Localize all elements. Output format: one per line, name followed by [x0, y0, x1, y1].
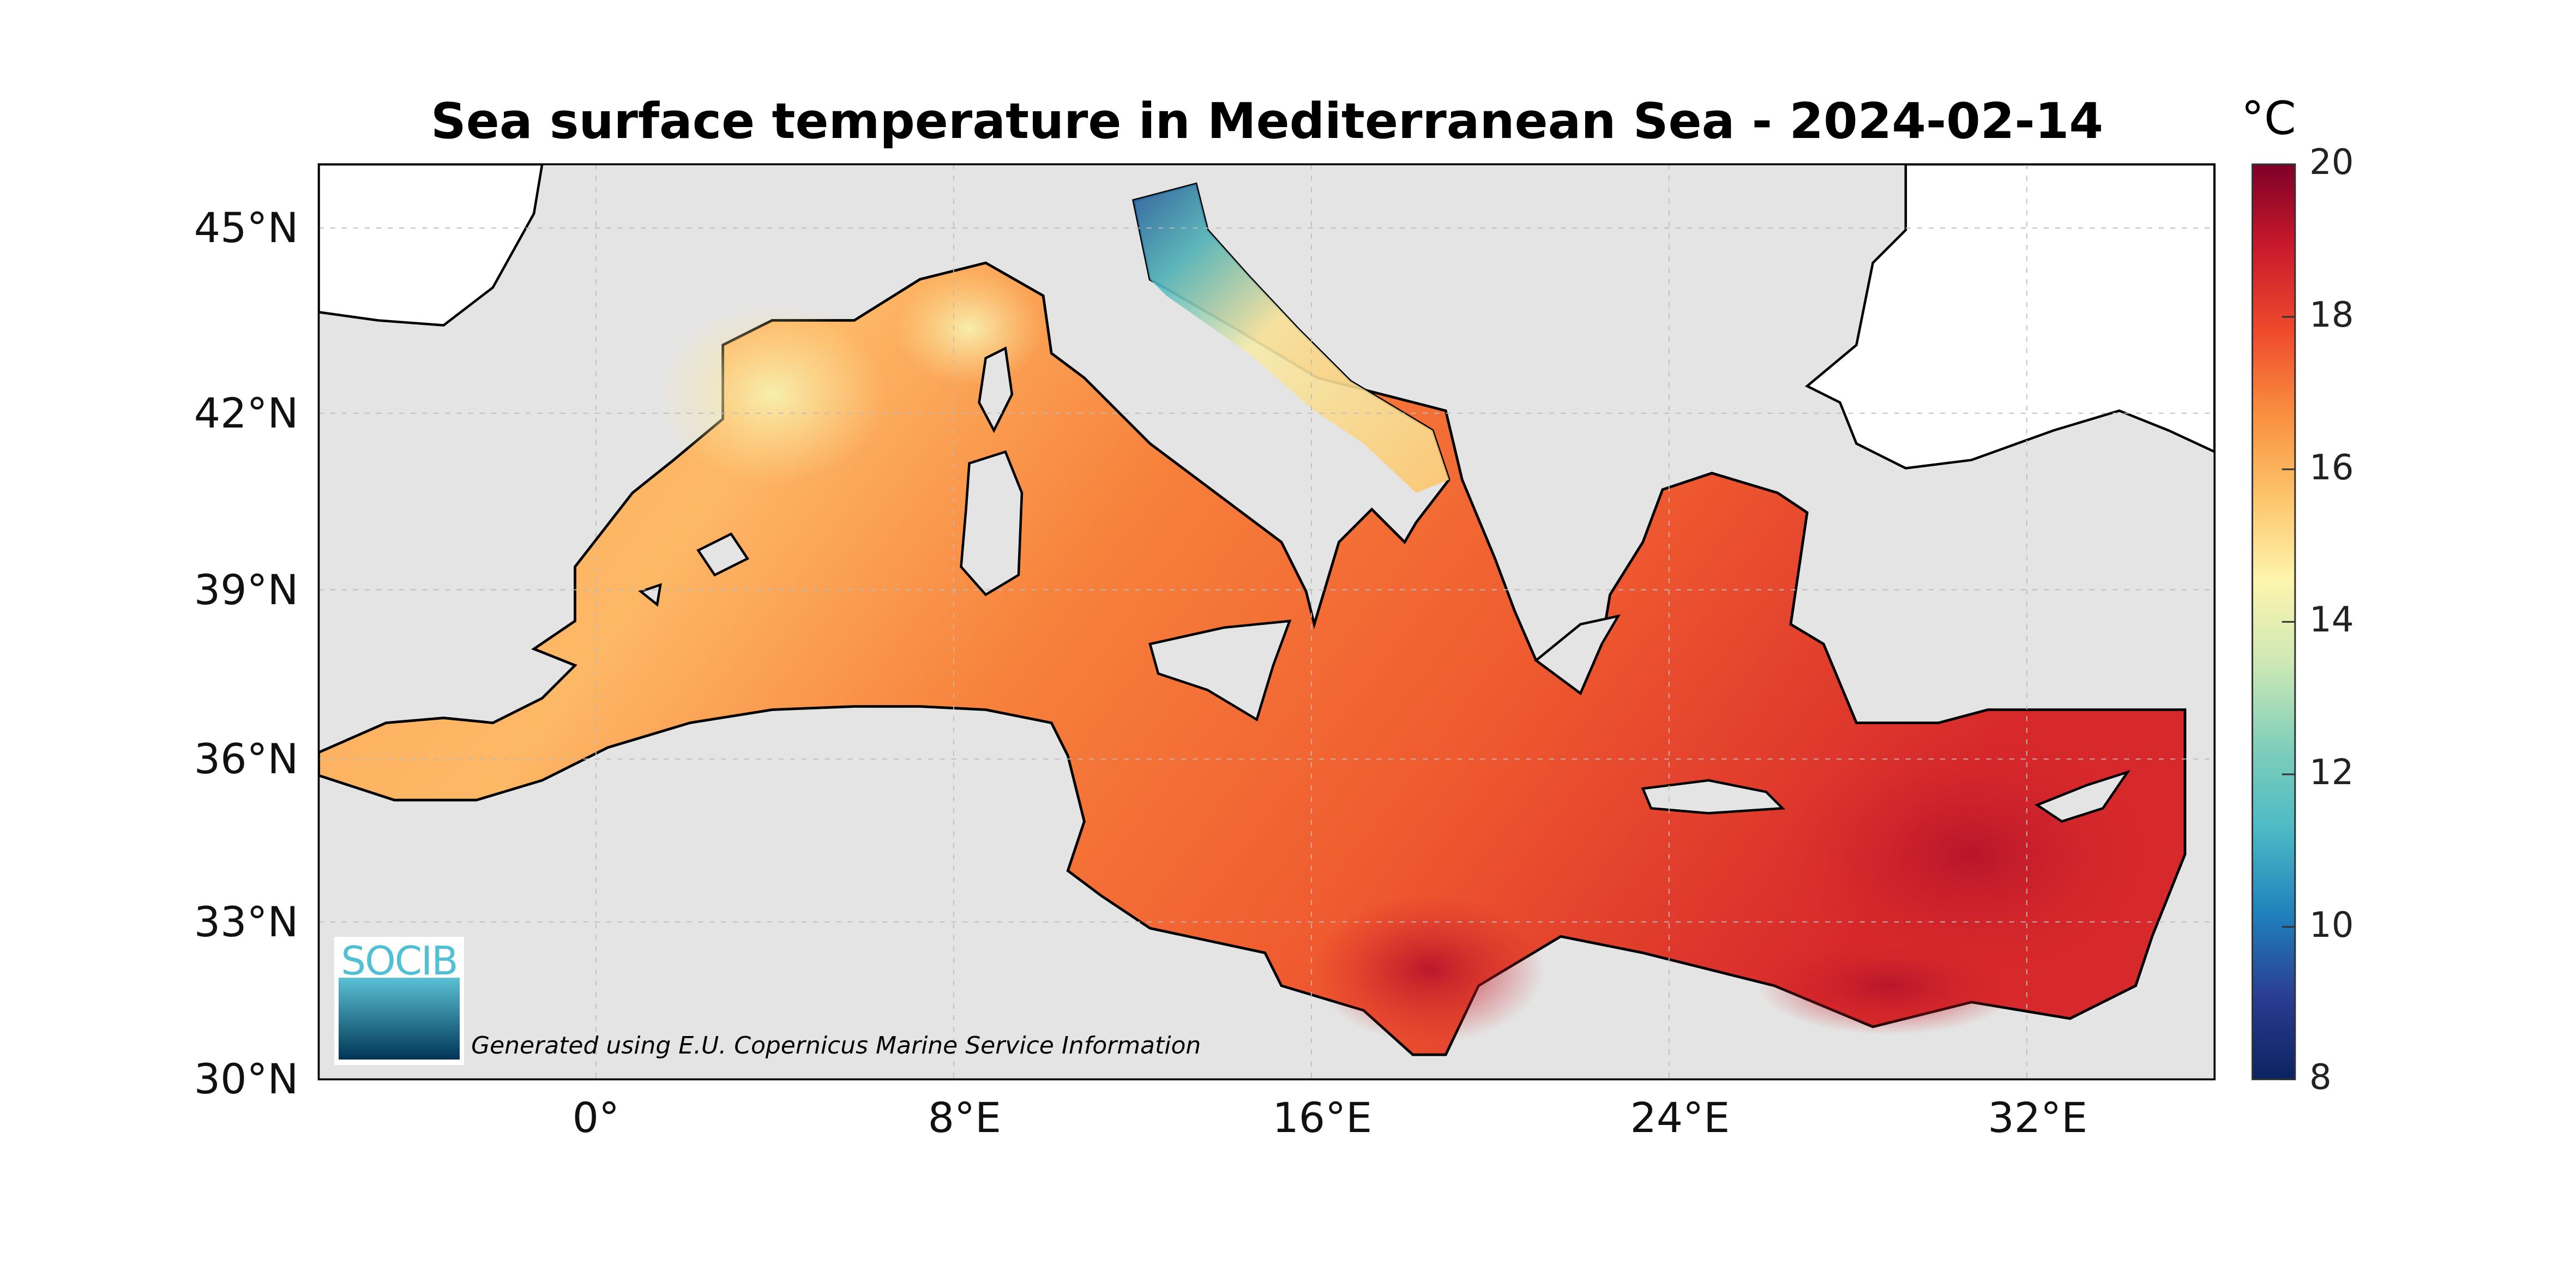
black-sea-outside-domain	[1804, 164, 2215, 470]
colorbar-unit: °C	[2241, 92, 2296, 145]
colorbar-ticks	[2282, 163, 2295, 1080]
socib-logo: SOCIB	[334, 937, 464, 1065]
sst-cool-gulf-of-lion	[657, 304, 887, 485]
lat-tick-label: 45°N	[194, 203, 299, 252]
socib-logo-text: SOCIB	[341, 938, 458, 984]
lon-tick-label: 24°E	[1630, 1093, 1730, 1142]
lat-tick-label: 39°N	[194, 565, 299, 614]
atlantic-outside-domain	[318, 164, 544, 327]
corsica-island	[978, 346, 1014, 434]
lat-tick-label: 36°N	[194, 734, 299, 783]
colorbar-tick-label: 14	[2309, 600, 2354, 641]
peloponnese-land	[1534, 614, 1621, 695]
colorbar-tick-label: 8	[2309, 1057, 2332, 1098]
lon-tick-label: 8°E	[928, 1093, 1002, 1142]
sst-warm-east	[1774, 723, 2169, 986]
balearic-islands	[638, 532, 750, 607]
crete-island	[1641, 779, 1785, 815]
lat-tick-label: 30°N	[194, 1055, 299, 1104]
sst-cool-ligurian	[895, 271, 1044, 386]
sicily-island	[1148, 619, 1292, 722]
gridlines	[318, 164, 2215, 1080]
lat-tick-label: 42°N	[194, 388, 299, 437]
colorbar-tick-label: 16	[2309, 447, 2354, 488]
cyprus-island	[2034, 769, 2131, 823]
sst-warm-libya	[1314, 895, 1544, 1044]
lon-tick-label: 16°E	[1272, 1093, 1373, 1142]
map-title: Sea surface temperature in Mediterranean…	[430, 93, 2104, 150]
lon-tick-label: 0°	[572, 1093, 620, 1142]
lon-tick-label: 32°E	[1988, 1093, 2088, 1142]
map-frame	[317, 163, 2216, 1081]
sst-adriatic-cold	[1133, 184, 1449, 493]
sst-warm-levant	[1758, 936, 2021, 1036]
lat-tick-label: 33°N	[194, 897, 299, 946]
socib-logo-water	[339, 978, 460, 1060]
colorbar-tick-label: 10	[2309, 905, 2354, 946]
colorbar-tick-label: 18	[2309, 294, 2354, 335]
colorbar-tick-label: 12	[2309, 753, 2354, 793]
colorbar-tick-label: 20	[2309, 142, 2354, 183]
sardinia-island	[960, 450, 1024, 597]
copernicus-credit: Generated using E.U. Copernicus Marine S…	[471, 1032, 1201, 1060]
